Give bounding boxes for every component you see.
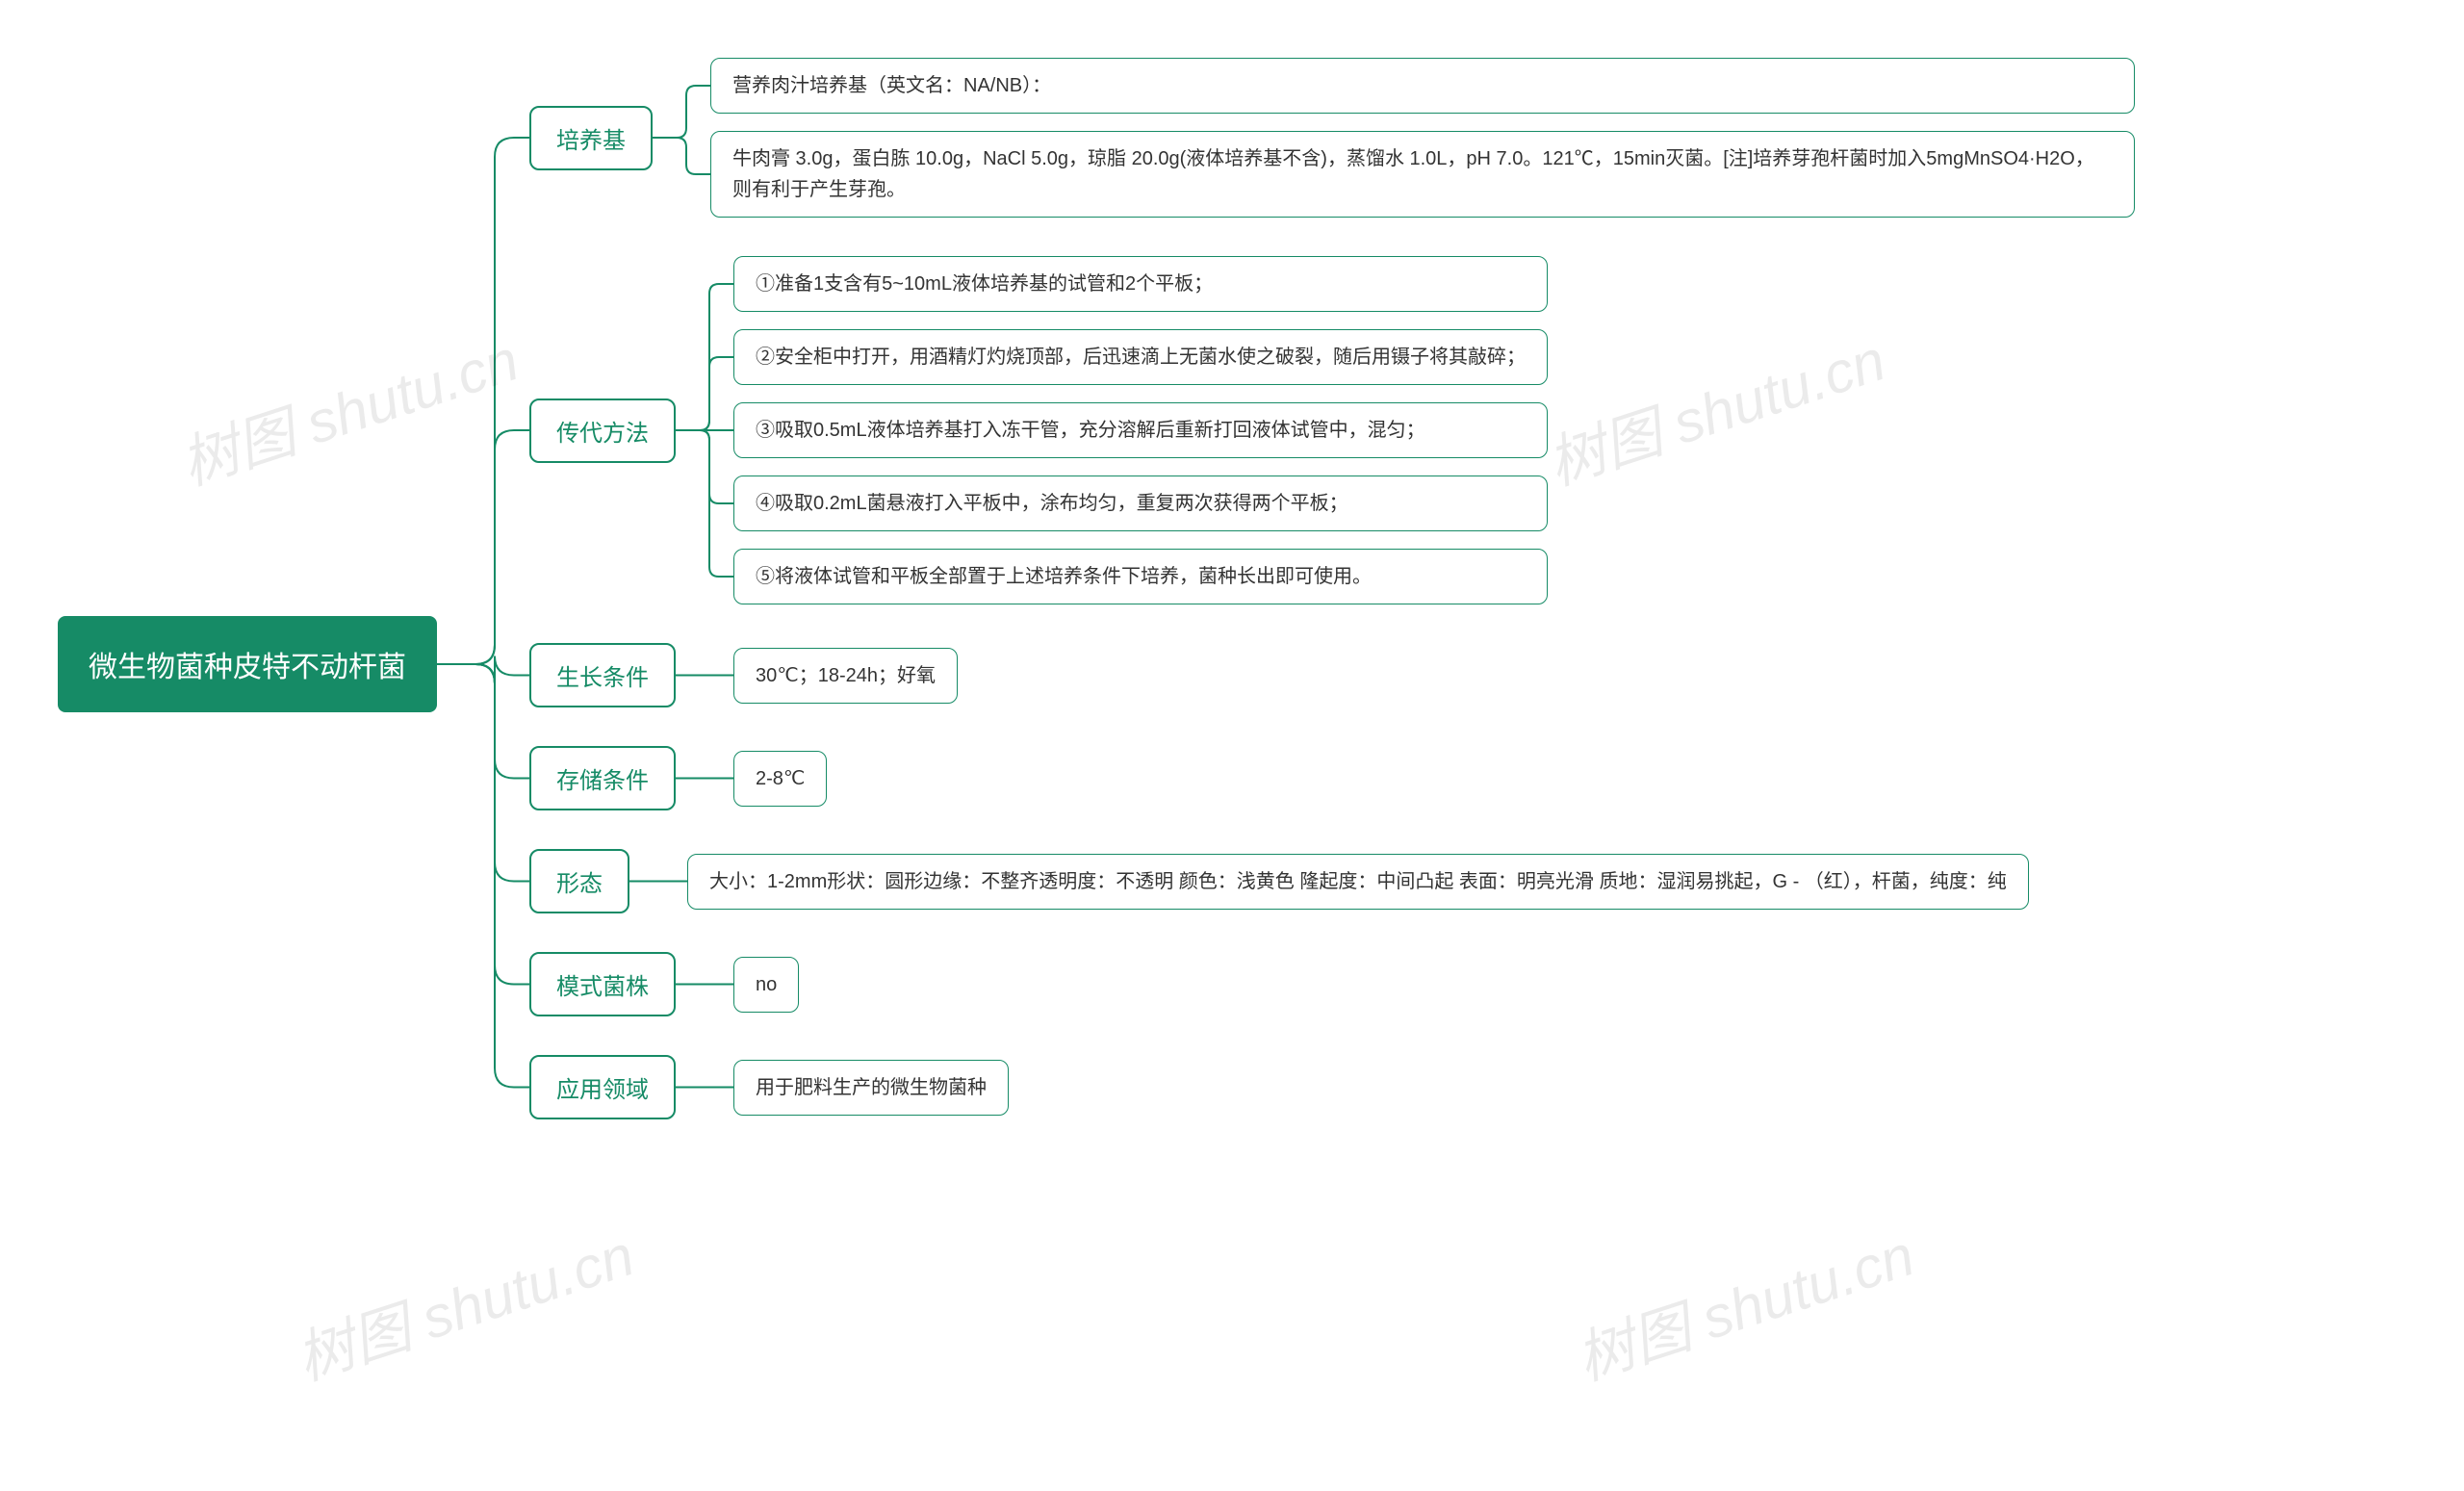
branch-node: 培养基 — [529, 106, 653, 170]
branch-node: 生长条件 — [529, 643, 676, 707]
leaves-container: 用于肥料生产的微生物菌种 — [733, 1060, 1009, 1116]
watermark: 树图 shutu.cn — [168, 314, 527, 501]
leaves-container: ①准备1支含有5~10mL液体培养基的试管和2个平板； ②安全柜中打开，用酒精灯灼… — [733, 256, 1548, 604]
root-node: 微生物菌种皮特不动杆菌 — [58, 616, 437, 712]
mindmap-canvas: 微生物菌种皮特不动杆菌 培养基 营养肉汁培养基（英文名：NA/NB）： 牛肉膏 3.… — [0, 0, 2464, 1491]
branch: 应用领域 用于肥料生产的微生物菌种 — [529, 1055, 2135, 1119]
leaf-node: 大小：1-2mm形状：圆形边缘：不整齐透明度：不透明 颜色：浅黄色 隆起度：中间… — [687, 854, 2029, 910]
leaf-node: ②安全柜中打开，用酒精灯灼烧顶部，后迅速滴上无菌水使之破裂，随后用镊子将其敲碎； — [733, 329, 1548, 385]
watermark: 树图 shutu.cn — [1564, 1209, 1923, 1397]
leaves-container: 2-8℃ — [733, 751, 827, 807]
leaves-container: no — [733, 957, 799, 1013]
branch-node: 形态 — [529, 849, 629, 913]
branch: 形态 大小：1-2mm形状：圆形边缘：不整齐透明度：不透明 颜色：浅黄色 隆起度：… — [529, 849, 2135, 913]
branch-node: 传代方法 — [529, 398, 676, 463]
branch: 传代方法 ①准备1支含有5~10mL液体培养基的试管和2个平板； ②安全柜中打开，用… — [529, 256, 2135, 604]
branch-node: 应用领域 — [529, 1055, 676, 1119]
leaf-node: no — [733, 957, 799, 1013]
branch: 生长条件 30℃；18-24h；好氧 — [529, 643, 2135, 707]
leaves-container: 30℃；18-24h；好氧 — [733, 648, 958, 704]
leaf-node: 营养肉汁培养基（英文名：NA/NB）： — [710, 58, 2135, 114]
leaf-node: ⑤将液体试管和平板全部置于上述培养条件下培养，菌种长出即可使用。 — [733, 549, 1548, 604]
leaf-node: 用于肥料生产的微生物菌种 — [733, 1060, 1009, 1116]
leaf-node: ①准备1支含有5~10mL液体培养基的试管和2个平板； — [733, 256, 1548, 312]
branch-node: 存储条件 — [529, 746, 676, 810]
branch: 培养基 营养肉汁培养基（英文名：NA/NB）： 牛肉膏 3.0g，蛋白胨 10.0g… — [529, 58, 2135, 218]
leaf-node: ③吸取0.5mL液体培养基打入冻干管，充分溶解后重新打回液体试管中，混匀； — [733, 402, 1548, 458]
branch-node: 模式菌株 — [529, 952, 676, 1016]
leaves-container: 营养肉汁培养基（英文名：NA/NB）： 牛肉膏 3.0g，蛋白胨 10.0g，Na… — [710, 58, 2135, 218]
leaf-node: 2-8℃ — [733, 751, 827, 807]
branch: 存储条件 2-8℃ — [529, 746, 2135, 810]
leaf-node: 30℃；18-24h；好氧 — [733, 648, 958, 704]
watermark: 树图 shutu.cn — [284, 1209, 643, 1397]
branches-container: 培养基 营养肉汁培养基（英文名：NA/NB）： 牛肉膏 3.0g，蛋白胨 10.0g… — [529, 58, 2135, 1119]
leaves-container: 大小：1-2mm形状：圆形边缘：不整齐透明度：不透明 颜色：浅黄色 隆起度：中间… — [687, 854, 2029, 910]
leaf-node: 牛肉膏 3.0g，蛋白胨 10.0g，NaCl 5.0g，琼脂 20.0g(液体… — [710, 131, 2135, 218]
branch: 模式菌株 no — [529, 952, 2135, 1016]
leaf-node: ④吸取0.2mL菌悬液打入平板中，涂布均匀，重复两次获得两个平板； — [733, 476, 1548, 531]
